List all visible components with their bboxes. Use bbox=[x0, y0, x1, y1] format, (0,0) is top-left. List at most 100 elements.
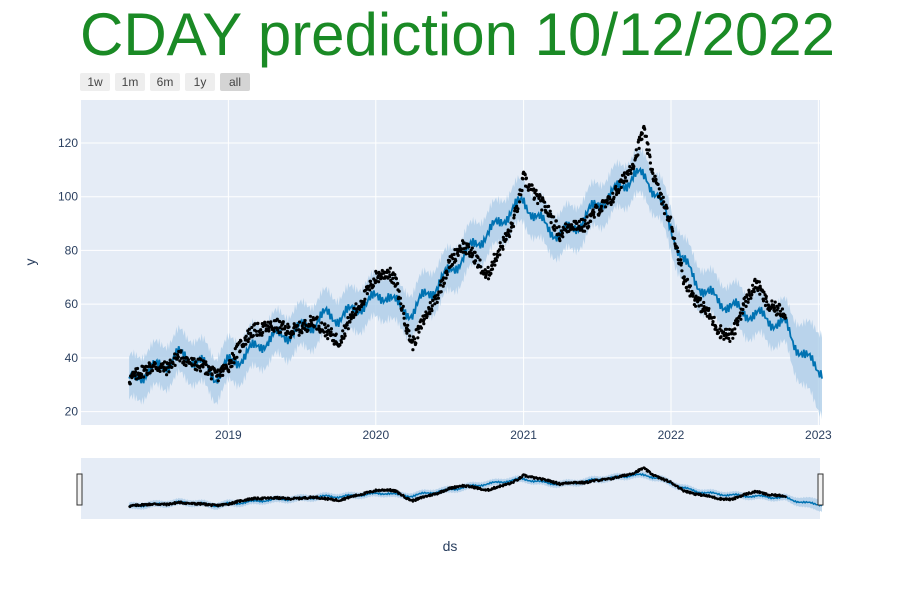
observed-point bbox=[325, 333, 329, 337]
x-tick-label: 2020 bbox=[362, 428, 389, 442]
observed-point bbox=[371, 284, 375, 288]
observed-point bbox=[317, 324, 321, 328]
range-button-6m[interactable]: 6m bbox=[150, 73, 180, 91]
observed-point bbox=[516, 207, 520, 211]
observed-point bbox=[773, 309, 777, 313]
observed-point bbox=[354, 302, 358, 306]
observed-point bbox=[687, 289, 691, 293]
observed-point bbox=[536, 201, 540, 206]
observed-point bbox=[600, 209, 604, 213]
observed-point bbox=[756, 288, 760, 293]
observed-point bbox=[492, 252, 496, 256]
observed-point bbox=[350, 310, 354, 314]
observed-point bbox=[464, 252, 468, 256]
observed-point bbox=[276, 328, 280, 332]
range-button-1m[interactable]: 1m bbox=[115, 73, 145, 91]
observed-point bbox=[297, 333, 301, 337]
observed-point bbox=[679, 261, 684, 265]
observed-point bbox=[348, 320, 352, 324]
range-button-all[interactable]: all bbox=[220, 73, 250, 91]
observed-point bbox=[644, 134, 649, 138]
observed-point bbox=[451, 257, 455, 261]
observed-point bbox=[438, 283, 442, 287]
observed-point bbox=[669, 215, 673, 219]
observed-point bbox=[202, 362, 206, 366]
observed-point bbox=[209, 377, 213, 381]
observed-point bbox=[392, 281, 396, 285]
observed-point bbox=[388, 273, 392, 277]
observed-point bbox=[473, 250, 477, 254]
observed-point bbox=[195, 368, 199, 372]
observed-point bbox=[278, 326, 282, 330]
observed-point bbox=[679, 258, 683, 262]
observed-point bbox=[417, 330, 421, 334]
observed-point bbox=[733, 327, 737, 331]
observed-point bbox=[650, 167, 655, 172]
observed-point bbox=[659, 197, 663, 201]
x-axis-ticks: 2019 2020 2021 2022 2023 bbox=[215, 428, 832, 442]
observed-point bbox=[414, 499, 417, 502]
observed-point bbox=[278, 320, 282, 324]
range-button-1y[interactable]: 1y bbox=[185, 73, 215, 91]
observed-point bbox=[348, 313, 352, 317]
observed-point bbox=[445, 273, 449, 277]
observed-point bbox=[204, 360, 208, 364]
observed-point bbox=[164, 366, 168, 370]
range-button-1w[interactable]: 1w bbox=[80, 73, 110, 91]
rangeslider-left-handle[interactable] bbox=[76, 473, 83, 506]
observed-point bbox=[199, 358, 203, 362]
rangeslider-right-handle[interactable] bbox=[817, 473, 824, 506]
observed-point bbox=[591, 208, 595, 212]
observed-point bbox=[515, 204, 519, 208]
observed-point bbox=[142, 375, 146, 379]
observed-point bbox=[235, 355, 239, 359]
observed-point bbox=[218, 374, 222, 378]
observed-point bbox=[227, 362, 231, 366]
observed-point bbox=[173, 352, 177, 356]
observed-point bbox=[377, 280, 381, 284]
observed-point bbox=[765, 300, 769, 304]
observed-point bbox=[767, 304, 771, 308]
observed-point bbox=[459, 247, 463, 251]
observed-point bbox=[150, 369, 155, 373]
observed-point bbox=[436, 296, 440, 300]
observed-point bbox=[446, 488, 449, 492]
observed-point bbox=[707, 307, 711, 311]
observed-point bbox=[629, 168, 633, 172]
observed-point bbox=[158, 369, 162, 373]
observed-point bbox=[625, 179, 629, 183]
observed-point bbox=[464, 246, 468, 250]
observed-point bbox=[238, 349, 242, 353]
observed-point bbox=[419, 326, 423, 330]
observed-point bbox=[230, 364, 234, 368]
observed-point bbox=[557, 225, 561, 229]
observed-point bbox=[744, 304, 748, 308]
observed-point bbox=[592, 215, 596, 219]
observed-point bbox=[583, 218, 587, 222]
observed-point bbox=[482, 271, 486, 275]
observed-point bbox=[255, 333, 259, 337]
observed-point bbox=[538, 194, 542, 198]
observed-point bbox=[604, 205, 608, 209]
observed-point bbox=[611, 200, 615, 204]
observed-points-main bbox=[127, 124, 788, 386]
observed-point bbox=[339, 340, 344, 344]
observed-point bbox=[648, 155, 652, 159]
observed-point bbox=[389, 488, 392, 491]
observed-point bbox=[515, 209, 520, 213]
observed-point bbox=[489, 271, 493, 276]
observed-point bbox=[661, 195, 665, 199]
observed-point bbox=[647, 148, 651, 152]
observed-point bbox=[640, 131, 644, 136]
observed-point bbox=[430, 304, 434, 308]
observed-point bbox=[473, 259, 478, 263]
observed-point bbox=[581, 217, 585, 222]
chart-title: CDAY prediction 10/12/2022 bbox=[80, 1, 835, 68]
observed-point bbox=[553, 228, 557, 232]
observed-point bbox=[711, 320, 715, 324]
observed-point bbox=[408, 334, 412, 338]
observed-point bbox=[179, 349, 183, 353]
observed-point bbox=[745, 293, 749, 297]
observed-point bbox=[478, 258, 482, 262]
